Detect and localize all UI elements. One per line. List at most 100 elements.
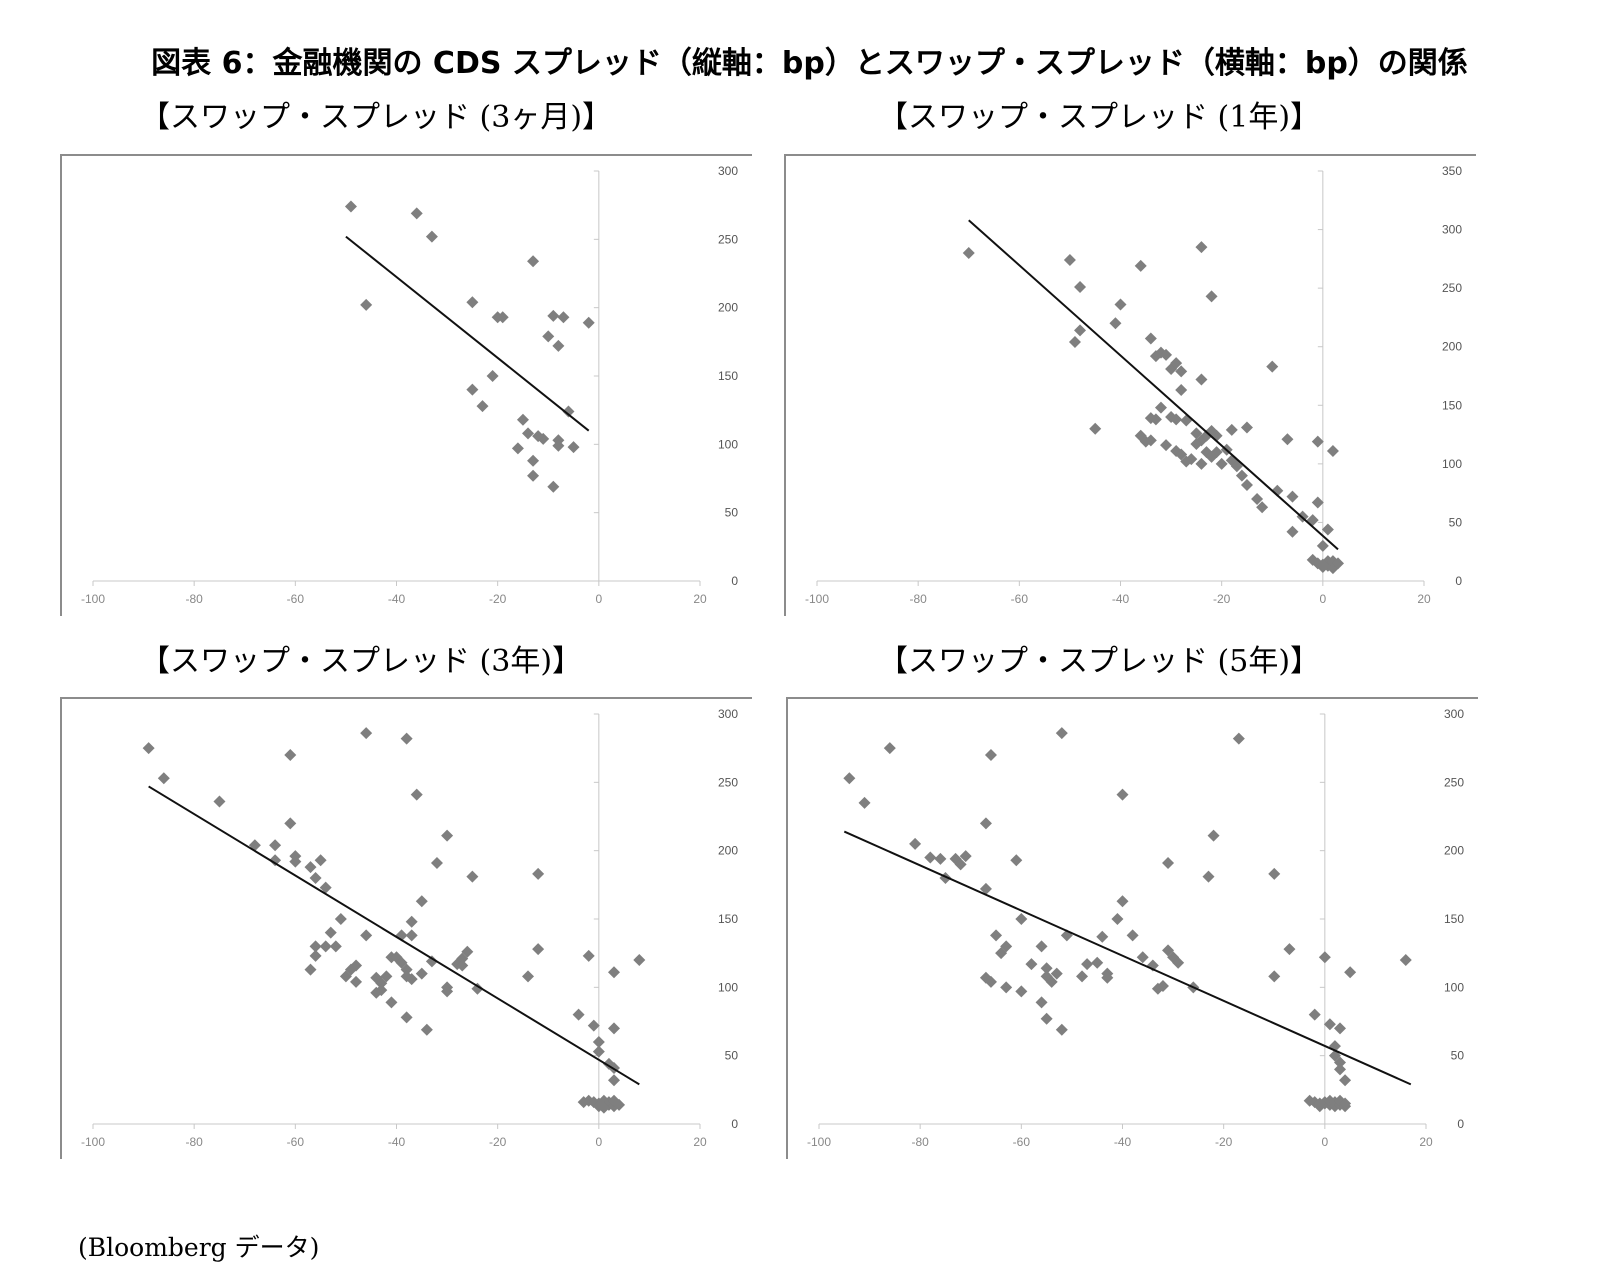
data-point — [1172, 956, 1185, 969]
x-tick-label: 20 — [693, 592, 707, 606]
data-point — [909, 837, 922, 850]
data-point — [527, 454, 540, 467]
x-tick-label: -20 — [489, 1135, 507, 1149]
data-point — [1256, 501, 1269, 514]
data-point — [471, 982, 484, 995]
x-tick-label: 0 — [1321, 1135, 1328, 1149]
data-point — [1175, 384, 1188, 397]
chart-panel-4: -100 -80 -60 -40 -20 0 20 0 50 100 150 200 250 300 — [786, 697, 1478, 1159]
figure-title: 図表 6：金融機関の CDS スプレッド（縦軸：bp）とスワップ・スプレッド（横… — [151, 46, 1468, 81]
x-tick-label: -80 — [911, 1135, 929, 1149]
x-tick-label: 20 — [693, 1135, 707, 1149]
data-point — [1076, 970, 1089, 983]
x-tick-label: -40 — [388, 592, 406, 606]
data-point — [1162, 856, 1175, 869]
y-tick-label: 350 — [1442, 164, 1462, 178]
y-tick-label: 150 — [1442, 398, 1462, 412]
data-point — [466, 870, 479, 883]
data-point — [1170, 357, 1183, 370]
x-tick-label: 20 — [1419, 1135, 1433, 1149]
data-point — [314, 854, 327, 867]
data-point — [1175, 448, 1188, 461]
data-point — [1268, 867, 1281, 880]
chart-panel-3: -100 -80 -60 -40 -20 0 20 0 50 100 150 200 250 300 — [60, 697, 752, 1159]
data-point — [1035, 996, 1048, 1009]
x-tick-label: -20 — [1213, 592, 1231, 606]
data-point — [1205, 450, 1218, 463]
data-point — [1225, 423, 1238, 436]
data-point — [516, 413, 529, 426]
trendline — [345, 235, 590, 432]
data-point — [532, 430, 545, 443]
x-tick-label: -40 — [1112, 592, 1130, 606]
y-tick-label: 50 — [1451, 1049, 1465, 1063]
data-point — [1144, 412, 1157, 425]
data-point — [1136, 951, 1149, 964]
trendline — [968, 219, 1339, 551]
data-point — [1126, 929, 1139, 942]
data-point — [420, 1023, 433, 1036]
data-point — [269, 854, 282, 867]
data-point — [602, 1057, 615, 1070]
y-tick-label: 250 — [718, 232, 738, 246]
data-point — [954, 858, 967, 871]
data-point — [1101, 971, 1114, 984]
data-point — [924, 851, 937, 864]
data-point — [1185, 453, 1198, 466]
data-point — [962, 247, 975, 259]
data-point — [608, 1074, 621, 1087]
data-point — [405, 973, 418, 986]
data-point — [339, 970, 352, 983]
data-point — [1089, 422, 1102, 435]
data-point — [633, 954, 646, 966]
data-point — [1063, 254, 1076, 267]
data-point — [582, 316, 595, 329]
data-point — [370, 986, 383, 999]
data-point — [456, 959, 469, 972]
data-point — [1055, 1023, 1068, 1036]
data-point — [269, 839, 282, 852]
x-tick-label: -20 — [489, 592, 507, 606]
data-point — [1268, 970, 1281, 983]
data-point — [587, 1019, 600, 1032]
data-point — [289, 855, 302, 868]
data-point — [577, 1096, 590, 1109]
data-point — [1160, 439, 1173, 452]
data-point — [1334, 1063, 1347, 1076]
x-tick-label: -100 — [805, 592, 829, 606]
data-point — [990, 929, 1003, 942]
data-point — [319, 940, 332, 953]
data-point — [1010, 854, 1023, 867]
data-point — [284, 817, 297, 830]
data-point — [400, 970, 413, 983]
data-point — [1339, 1097, 1352, 1110]
data-point — [995, 947, 1008, 960]
y-tick-label: 200 — [718, 301, 738, 315]
data-point — [284, 749, 297, 761]
data-point — [934, 852, 947, 865]
data-point — [1074, 324, 1087, 337]
data-point — [1149, 350, 1162, 363]
data-point — [522, 427, 535, 440]
y-tick-label: 0 — [731, 574, 738, 588]
data-point — [380, 970, 393, 983]
data-point — [979, 817, 992, 830]
x-tick-label: -80 — [909, 592, 927, 606]
data-point — [552, 439, 565, 452]
data-point — [1035, 940, 1048, 953]
y-tick-label: 250 — [1442, 281, 1462, 295]
data-point — [532, 867, 545, 880]
y-tick-label: 300 — [1442, 223, 1462, 237]
x-tick-label: 0 — [595, 1135, 602, 1149]
data-point — [1000, 981, 1013, 994]
data-point — [142, 742, 155, 755]
data-point — [1146, 959, 1159, 972]
data-point — [959, 850, 972, 863]
y-tick-label: 100 — [1442, 457, 1462, 471]
data-point — [1316, 558, 1329, 571]
data-point — [592, 1045, 605, 1058]
data-point — [1167, 951, 1180, 964]
y-tick-label: 50 — [1449, 515, 1463, 529]
